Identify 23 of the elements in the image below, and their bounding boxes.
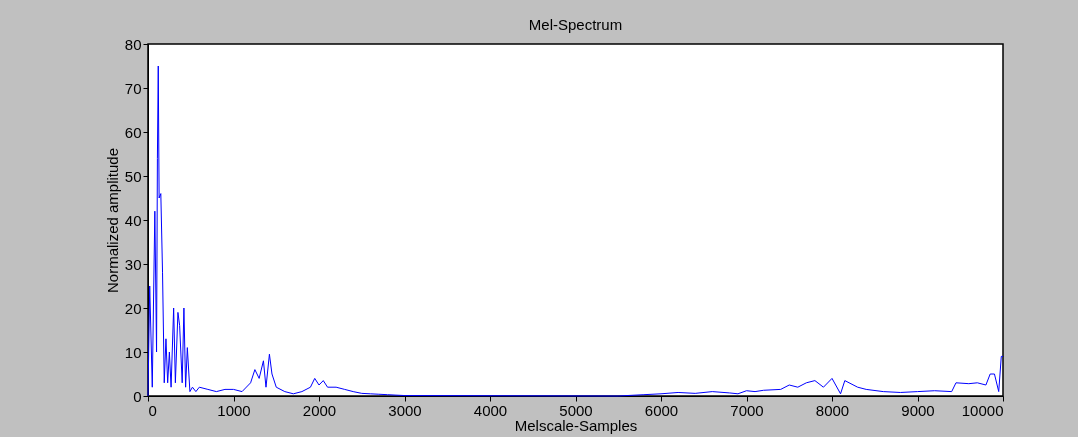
y-tick-label: 80	[124, 35, 142, 53]
x-tick-label: 0	[148, 401, 157, 419]
x-tick-label: 8000	[815, 401, 850, 419]
x-tick-label: 2000	[302, 401, 337, 419]
x-tick-label: 7000	[730, 401, 764, 419]
y-tick-label: 70	[124, 79, 142, 97]
x-tick-label: 5000	[559, 401, 593, 419]
y-tick-label: 0	[133, 387, 142, 405]
x-tick-label: 3000	[388, 401, 422, 419]
y-tick-label: 50	[124, 167, 142, 185]
x-tick-label: 6000	[644, 401, 679, 419]
y-tick-label: 40	[124, 211, 142, 229]
y-tick-label: 60	[124, 123, 142, 141]
y-tick-label: 20	[124, 299, 142, 317]
y-axis-title: Normalized amplitude	[103, 147, 121, 294]
chart-title: Mel-Spectrum	[528, 16, 623, 33]
x-tick-label: 4000	[473, 401, 508, 419]
y-tick-label: 10	[124, 343, 142, 361]
x-axis-title: Melscale-Samples	[514, 416, 638, 434]
x-tick-label: 1000	[217, 401, 251, 419]
x-tick-label: 10000	[961, 401, 1004, 419]
x-tick-label: 9000	[901, 401, 935, 419]
y-tick-label: 30	[124, 255, 142, 273]
